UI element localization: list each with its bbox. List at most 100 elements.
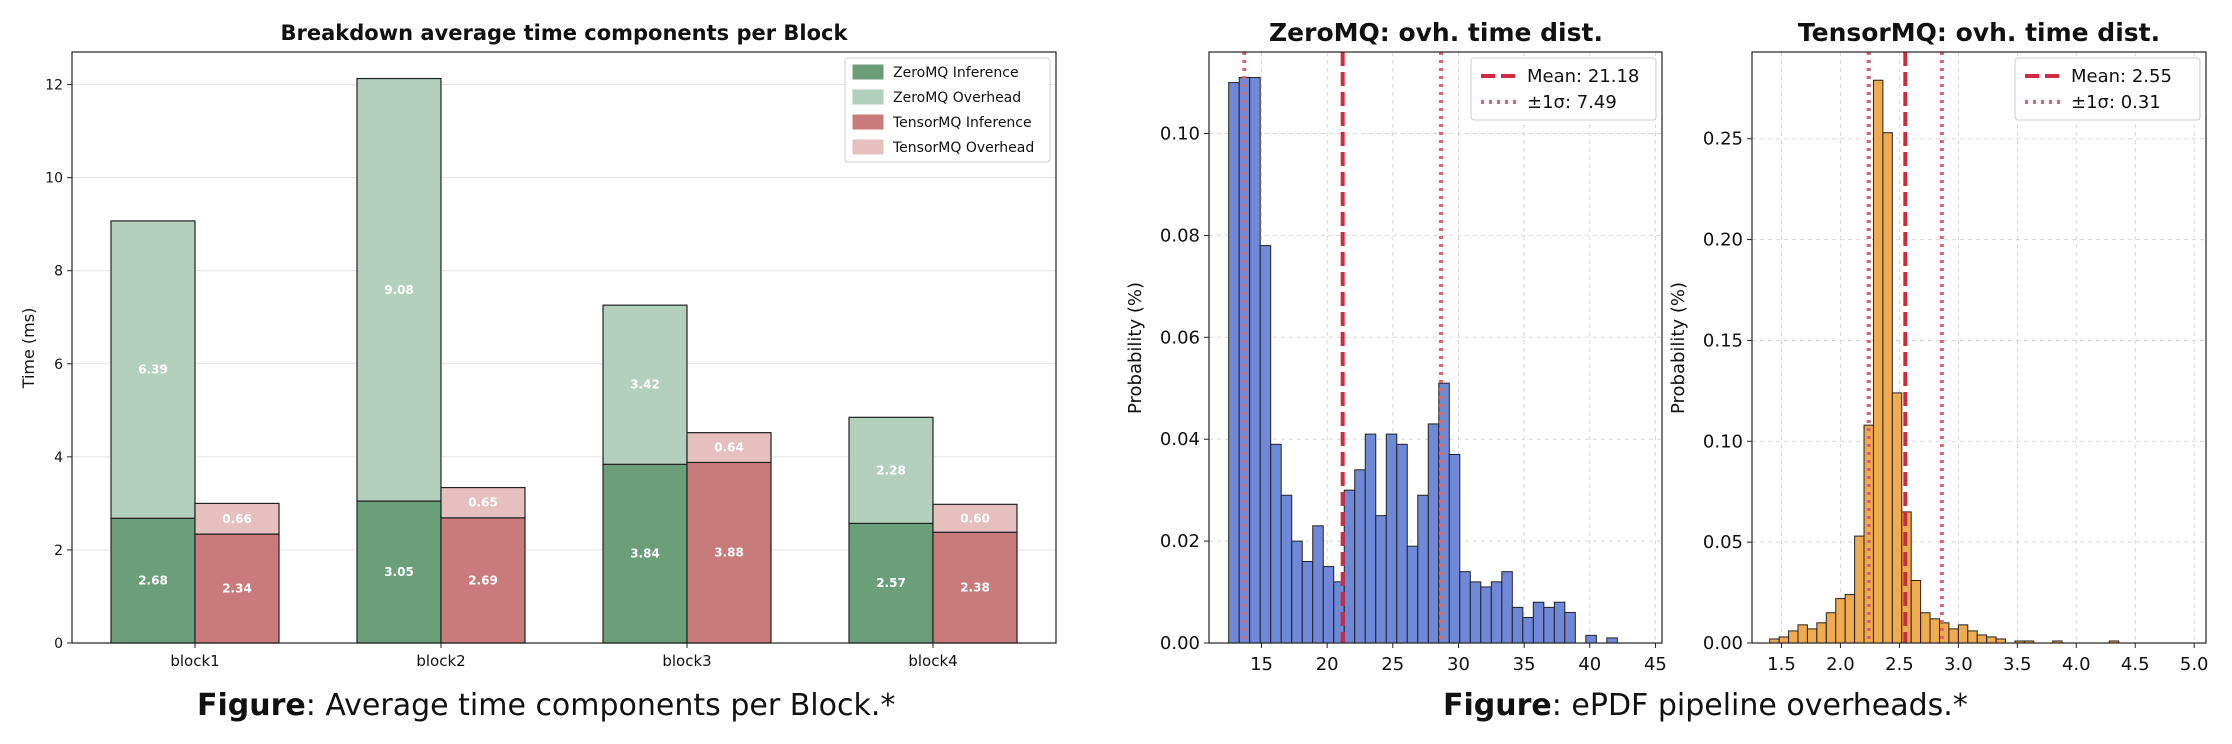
y-tick-label: 0.00 [1703,633,1743,654]
histogram-bar [1469,581,1482,644]
bar-segment [110,220,196,519]
bar-segment [848,416,934,525]
histogram-bar [1354,469,1366,644]
data-label: 0.60 [960,511,990,525]
histogram-bar [1967,630,1978,644]
x-tick-label: 3.0 [1944,654,1973,675]
x-tick-label: block1 [170,652,219,670]
bar-segment [194,533,280,644]
x-tick-label: 2.5 [1885,654,1914,675]
histogram-bar [1364,433,1377,644]
histogram-bar [1948,628,1959,644]
bar-segment [686,461,772,644]
y-tick-label: 4 [54,450,63,466]
caption-left-text: : Average time components per Block.* [305,688,896,723]
x-tick-label: 2.0 [1826,654,1855,675]
y-tick-label: 0.06 [1160,327,1200,348]
y-tick-label: 0.08 [1160,225,1200,246]
y-axis-label: Probability (%) [1125,282,1146,414]
histogram-bar [1769,638,1780,644]
y-axis-label: Probability (%) [1668,282,1689,414]
x-tick-label: 40 [1578,654,1601,675]
histogram-bar [1844,594,1856,644]
histogram-bar [1986,636,1997,644]
y-tick-label: 0.04 [1160,429,1200,450]
legend-label: ±1σ: 0.31 [2071,92,2161,113]
histogram-bar [1564,611,1576,644]
histogram-bar [1480,586,1492,644]
histogram-bar [1385,433,1398,644]
histogram-bar [1920,612,1931,644]
data-label: 2.68 [138,574,168,588]
histogram-bar [1427,423,1440,644]
histogram-bar [1976,634,1988,644]
chart-title: ZeroMQ: ovh. time dist. [1269,18,1603,47]
histogram-bar [1301,560,1314,644]
x-tick-label: 5.0 [2180,654,2209,675]
data-label: 2.69 [468,573,498,587]
histogram-bar [1882,132,1893,644]
legend-swatch [852,64,884,80]
histogram-bar [1788,630,1799,644]
x-tick-label: 4.5 [2121,654,2150,675]
y-tick-label: 0.25 [1703,129,1743,150]
histogram-bar [1816,622,1827,644]
data-label: 9.08 [384,283,414,297]
bar-segment [848,522,934,644]
legend-label: ±1σ: 7.49 [1527,92,1617,113]
x-tick-label: 15 [1250,654,1273,675]
x-tick-label: block4 [908,652,957,670]
x-tick-label: 20 [1316,654,1339,675]
histogram-bar [1891,392,1903,644]
y-tick-label: 0 [54,636,63,652]
plot-frame [1751,51,2207,644]
caption-right-text: : ePDF pipeline overheads.* [1551,688,1968,723]
histogram-bar [1249,76,1261,644]
histogram-bar [1448,453,1461,644]
data-label: 3.88 [714,546,744,560]
histogram-bar [1459,571,1471,644]
histogram-bar [1543,606,1555,644]
bar-segment [932,503,1018,533]
x-tick-label: 25 [1381,654,1404,675]
data-label: 6.39 [138,363,168,377]
histogram-bar [1778,636,1790,644]
chart-title: TensorMQ: ovh. time dist. [1798,18,2160,47]
bar-chart: Breakdown average time components per Bl… [19,21,1057,670]
data-label: 3.84 [630,547,660,561]
histogram-bar [1532,601,1545,644]
y-tick-label: 0.10 [1160,124,1200,145]
data-label: 2.57 [876,576,906,590]
legend-box [1470,57,1657,121]
bar-segment [440,486,526,519]
legend-swatch [852,139,884,155]
y-tick-label: 0.20 [1703,230,1743,251]
bar-segment [194,502,280,535]
legend-label: Mean: 21.18 [1527,66,1639,87]
legend-label: ZeroMQ Inference [893,65,1019,81]
data-label: 2.38 [960,581,990,595]
plot-frame [1208,51,1663,644]
histogram-bar [1854,535,1865,644]
bar-segment [602,304,688,465]
histogram-bar [1406,545,1419,644]
histogram-bar [1280,494,1293,644]
histogram-bar [1490,581,1503,644]
histogram-bar [1343,489,1356,644]
histogram-bar [1270,443,1282,644]
caption-left-bold: Figure [197,688,306,723]
histogram-bar [1835,598,1846,644]
histogram-bar [1291,540,1303,644]
histogram-bar [1929,618,1940,644]
y-tick-label: 8 [54,264,63,280]
zeromq-histogram: ZeroMQ: ovh. time dist. Probability (%) … [1125,18,1667,675]
histogram-bar [1511,606,1524,644]
y-tick-label: 10 [45,171,63,187]
y-tick-label: 0.05 [1703,532,1743,553]
data-label: 2.28 [876,463,906,477]
bar-segment [602,463,688,644]
data-label: 0.64 [714,441,744,455]
x-tick-label: 35 [1513,654,1536,675]
legend-label: TensorMQ Inference [892,115,1032,131]
data-label: 0.65 [468,496,498,510]
